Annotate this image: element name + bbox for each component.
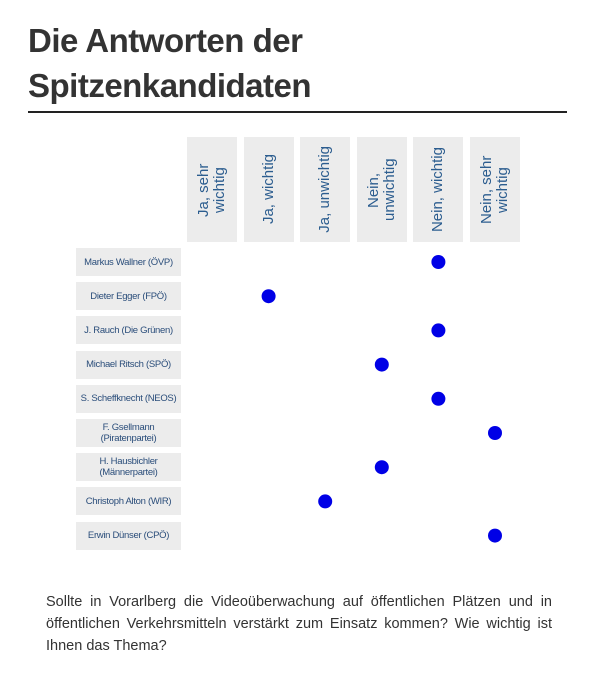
answer-dot	[261, 289, 276, 304]
candidate-name: F. Gsellmann (Piratenpartei)	[76, 419, 181, 447]
candidate-name: Michael Ritsch (SPÖ)	[76, 350, 181, 379]
title-rule	[28, 111, 567, 113]
column-header: Nein, unwichtig	[356, 137, 407, 242]
answer-dot	[431, 391, 446, 406]
answer-dot	[431, 255, 446, 269]
title: Die Antworten der Spitzenkandidaten	[28, 22, 312, 104]
column-header: Nein, sehr wichtig	[470, 137, 520, 242]
answer-dot	[488, 426, 502, 440]
candidate-name: Christoph Alton (WIR)	[76, 487, 181, 516]
column-header: Ja, unwichtig	[300, 137, 351, 242]
column-header: Nein, wichtig	[413, 137, 464, 242]
answer-dot	[318, 494, 333, 509]
answer-dot	[374, 460, 389, 475]
column-header: Ja, sehr wichtig	[187, 137, 237, 242]
dot-layer	[261, 255, 502, 543]
column-header: Ja, wichtig	[243, 137, 294, 242]
answer-dot	[374, 357, 389, 372]
candidate-name: Markus Wallner (ÖVP)	[76, 248, 181, 276]
question: Sollte in Vorarlberg die Videoüberwachun…	[46, 594, 552, 654]
candidate-name: Erwin Dünser (CPÖ)	[76, 521, 181, 550]
candidate-name: H. Hausbichler (Männerpartei)	[76, 453, 181, 482]
candidate-name: Dieter Egger (FPÖ)	[76, 282, 181, 311]
answer-dot	[431, 323, 446, 338]
answer-dot	[488, 528, 502, 543]
candidate-name: S. Scheffknecht (NEOS)	[76, 384, 181, 413]
candidate-name: J. Rauch (Die Grünen)	[76, 316, 181, 345]
